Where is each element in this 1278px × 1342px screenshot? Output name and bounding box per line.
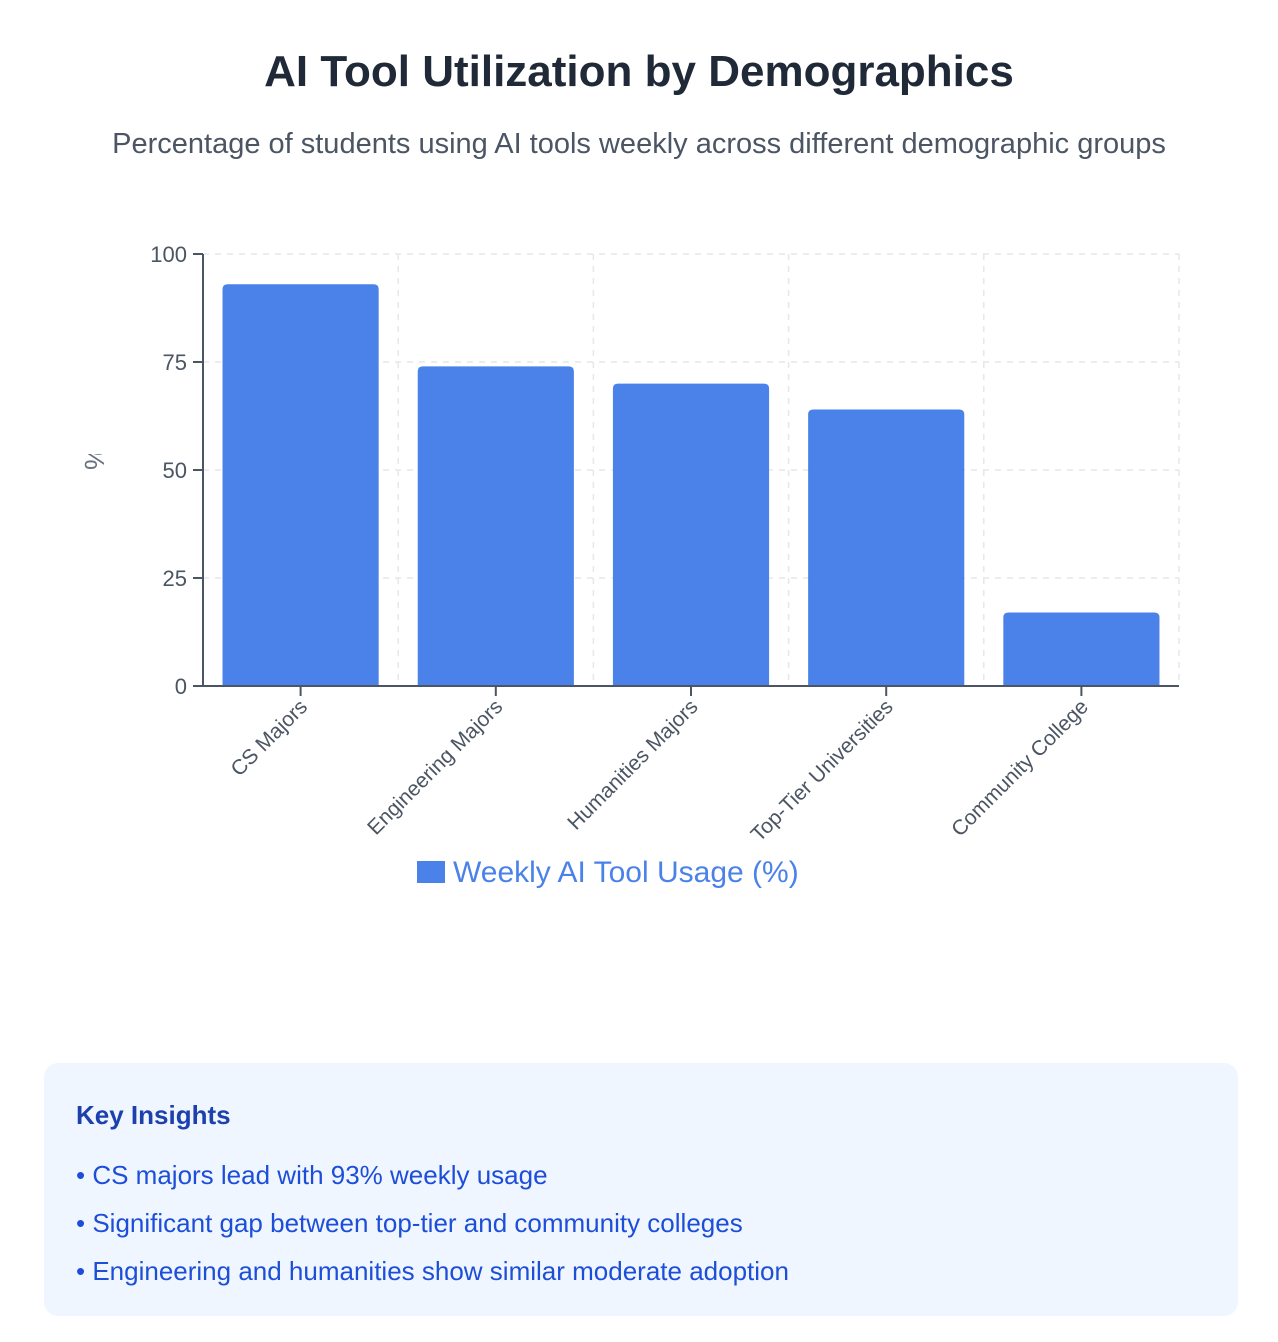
- y-tick-label: 50: [163, 458, 187, 483]
- y-tick-label: 100: [150, 242, 187, 267]
- bar-community-college: [1003, 612, 1160, 686]
- insights-title: Key Insights: [76, 1100, 231, 1130]
- bar-engineering-majors: [417, 366, 574, 686]
- legend-layer: Weekly AI Tool Usage (%): [417, 856, 799, 889]
- key-insights-panel: Key Insights CS majors lead with 93% wee…: [44, 1063, 1238, 1316]
- page-subtitle: Percentage of students using AI tools we…: [112, 128, 1166, 160]
- bars-layer: [222, 284, 1160, 686]
- bar-humanities-majors: [612, 383, 770, 686]
- insight-item: Engineering and humanities show similar …: [76, 1247, 1206, 1295]
- legend-label: Weekly AI Tool Usage (%): [453, 856, 799, 889]
- y-axis-title: % Using AI Tools Weekly: [79, 200, 110, 470]
- y-tick-label: 0: [175, 674, 187, 699]
- insight-item: CS majors lead with 93% weekly usage: [76, 1151, 1206, 1199]
- insights-list: CS majors lead with 93% weekly usage Sig…: [76, 1151, 1206, 1295]
- insight-item: Significant gap between top-tier and com…: [76, 1199, 1206, 1247]
- page-title: AI Tool Utilization by Demographics: [264, 47, 1014, 96]
- x-tick-label: Top-Tier Universities: [747, 695, 898, 846]
- bar-top-tier-universities: [808, 409, 965, 686]
- x-tick-label: Humanities Majors: [563, 695, 702, 834]
- y-tick-label: 75: [163, 350, 187, 375]
- chart-legend: Weekly AI Tool Usage (%): [417, 856, 799, 889]
- bar-chart: 0 25 50 75 100 CS Majors Engineering Majors Hum…: [79, 200, 1180, 889]
- x-tick-label: Community College: [947, 695, 1093, 841]
- legend-swatch: [417, 861, 445, 883]
- x-tick-label: Engineering Majors: [363, 695, 507, 839]
- bar-cs-majors: [222, 284, 379, 686]
- y-tick-label: 25: [163, 566, 187, 591]
- x-tick-label: CS Majors: [227, 695, 313, 781]
